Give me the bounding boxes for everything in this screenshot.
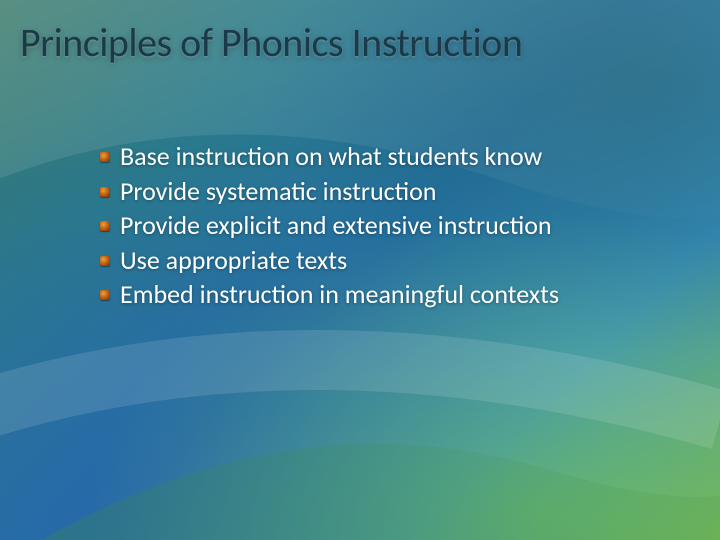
bullet-text: Embed instruction in meaningful contexts — [120, 278, 559, 311]
list-item: Use appropriate texts — [100, 244, 640, 277]
list-item: Base instruction on what students know — [100, 140, 640, 173]
bullet-icon — [100, 290, 110, 300]
bullet-text: Base instruction on what students know — [120, 140, 542, 173]
bullet-icon — [100, 152, 110, 162]
bullet-text: Provide systematic instruction — [120, 175, 436, 208]
slide-body: Base instruction on what students know P… — [100, 140, 640, 313]
slide: Principles of Phonics Instruction Base i… — [0, 0, 720, 540]
bullet-text: Use appropriate texts — [120, 244, 347, 277]
list-item: Embed instruction in meaningful contexts — [100, 278, 640, 311]
list-item: Provide systematic instruction — [100, 175, 640, 208]
list-item: Provide explicit and extensive instructi… — [100, 209, 640, 242]
bullet-icon — [100, 187, 110, 197]
bullet-icon — [100, 221, 110, 231]
bullet-text: Provide explicit and extensive instructi… — [120, 209, 552, 242]
slide-title: Principles of Phonics Instruction — [20, 18, 522, 67]
bullet-icon — [100, 256, 110, 266]
